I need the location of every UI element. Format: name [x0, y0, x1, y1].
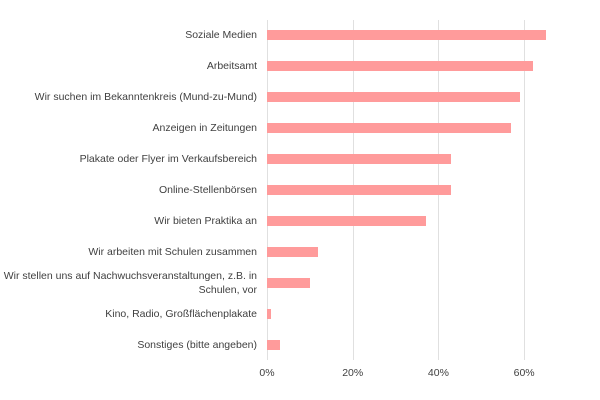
x-tick-label: 40%: [427, 367, 449, 379]
y-tick-label: Wir stellen uns auf Nachwuchsveranstaltu…: [3, 269, 257, 296]
x-tick-label: 20%: [342, 367, 364, 379]
y-tick-label: Anzeigen in Zeitungen: [152, 122, 258, 135]
grid-line: [524, 20, 526, 360]
bar: [267, 339, 280, 350]
y-tick-label: Online-Stellenbörsen: [158, 184, 257, 196]
x-tick-label: 0%: [259, 367, 275, 379]
bar: [267, 277, 310, 288]
y-tick-label: Soziale Medien: [185, 29, 257, 42]
bar: [267, 308, 272, 319]
bar: [267, 215, 426, 226]
y-tick-label: Wir suchen im Bekanntenkreis (Mund-zu-Mu…: [34, 91, 257, 104]
y-tick-label: Arbeitsamt: [206, 60, 257, 73]
bar: [267, 61, 533, 72]
bar: [267, 30, 546, 41]
x-tick-label: 60%: [513, 367, 535, 379]
bar: [267, 246, 319, 257]
bar: [267, 185, 452, 195]
bar: [267, 123, 512, 134]
y-tick-label: Wir arbeiten mit Schulen zusammen: [88, 245, 257, 258]
y-tick-label: Wir bieten Praktika an: [154, 214, 257, 227]
bar: [267, 154, 452, 165]
y-tick-label: Plakate oder Flyer im Verkaufsbereich: [79, 153, 257, 166]
y-tick-label: Kino, Radio, Großflächenplakate: [105, 307, 257, 320]
y-tick-label: Sonstiges (bitte angeben): [137, 338, 257, 351]
bar: [267, 92, 520, 103]
